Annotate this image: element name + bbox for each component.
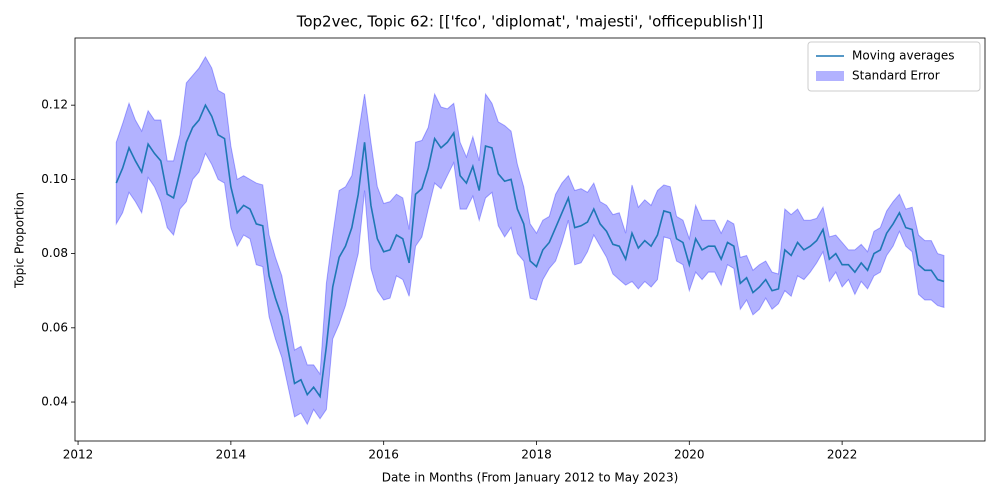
x-tick-label: 2018	[521, 448, 552, 462]
y-tick-label: 0.12	[41, 98, 68, 112]
error-band	[115, 55, 945, 426]
x-tick-label: 2012	[63, 448, 94, 462]
x-tick-label: 2020	[674, 448, 705, 462]
legend-label: Moving averages	[852, 49, 955, 63]
legend-box	[807, 41, 981, 92]
y-tick-label: 0.04	[41, 395, 68, 409]
y-tick-label: 0.06	[41, 320, 68, 334]
chart-title: Top2vec, Topic 62: [['fco', 'diplomat', …	[296, 13, 764, 31]
y-tick-label: 0.08	[41, 246, 68, 260]
x-axis-label: Date in Months (From January 2012 to May…	[382, 471, 679, 485]
x-tick-label: 2016	[368, 448, 399, 462]
y-tick-label: 0.10	[41, 172, 68, 186]
x-tick-label: 2022	[827, 448, 858, 462]
x-tick-label: 2014	[216, 448, 247, 462]
legend-patch	[816, 71, 844, 81]
line	[115, 103, 945, 399]
plot-frame	[74, 37, 986, 442]
y-axis-label: Topic Proportion	[13, 192, 27, 289]
legend-label: Standard Error	[852, 69, 940, 83]
